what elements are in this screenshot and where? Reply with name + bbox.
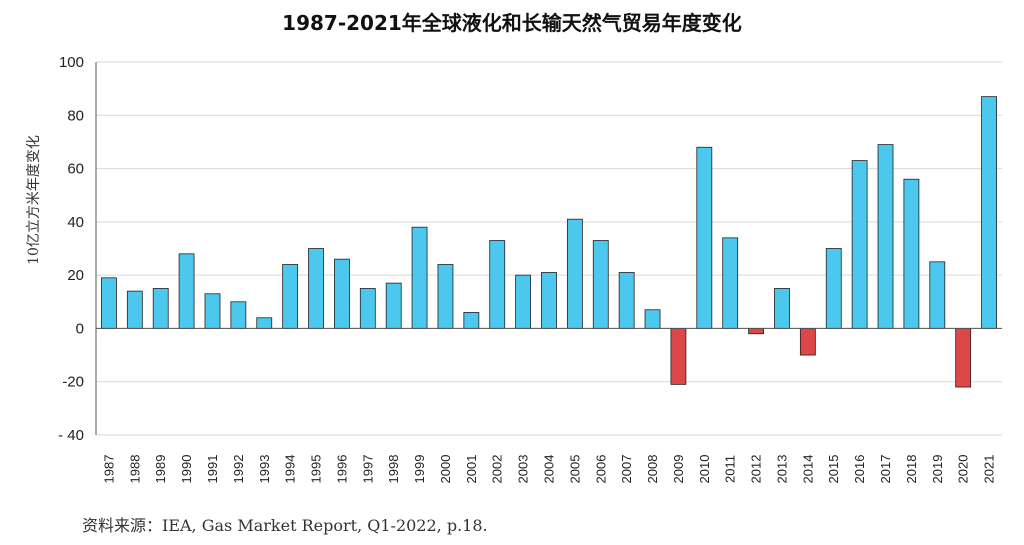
x-tick-label: 2009 [671, 455, 686, 484]
x-tick-labels: 1987 1988 1989 1990 1991 1992 1993 1994 1995 1996… [101, 455, 996, 484]
y-tick-label: -20 [62, 374, 84, 391]
bar [334, 258, 350, 329]
y-tick-label: 20 [67, 267, 84, 284]
axes [95, 62, 1002, 435]
x-tick-label: 2000 [438, 455, 453, 484]
x-tick-label: 2017 [878, 455, 893, 484]
bar [877, 144, 894, 329]
bar [152, 288, 169, 329]
bar [411, 226, 428, 329]
x-tick-label: 1999 [412, 455, 427, 484]
bar [851, 160, 868, 329]
bar [618, 272, 635, 329]
x-tick-label: 1998 [386, 455, 401, 484]
bar [799, 328, 816, 356]
y-tick-labels: - 40 -20 0 20 40 60 80 100 [58, 54, 84, 444]
bar [696, 146, 713, 329]
source-note: 资料来源：IEA, Gas Market Report, Q1-2022, p.… [82, 516, 488, 535]
y-tick-label: 60 [67, 161, 84, 178]
x-tick-label: 2003 [516, 455, 531, 484]
bar [385, 282, 402, 329]
bar [463, 312, 480, 329]
x-tick-label: 2013 [774, 455, 789, 484]
x-tick-label: 2002 [490, 455, 505, 484]
bar [359, 288, 376, 329]
x-tick-label: 2007 [619, 455, 634, 484]
x-tick-label: 1993 [257, 455, 272, 484]
x-tick-label: 2019 [930, 455, 945, 484]
y-tick-label: 0 [76, 320, 84, 337]
y-tick-label: 80 [67, 107, 84, 124]
bar [256, 317, 273, 329]
x-tick-label: 1996 [334, 455, 349, 484]
bar [101, 277, 117, 329]
bar [670, 328, 687, 385]
x-tick-label: 2010 [697, 455, 712, 484]
x-tick-label: 1994 [283, 455, 298, 484]
bar [722, 237, 739, 329]
bar [981, 96, 997, 329]
x-tick-label: 1990 [179, 455, 194, 484]
y-tick-label: 40 [67, 214, 84, 231]
bar [515, 274, 532, 329]
bar [748, 328, 764, 335]
bar [204, 293, 221, 329]
bar [308, 248, 324, 329]
x-tick-label: 2020 [956, 455, 971, 484]
bars [101, 96, 997, 388]
bar [825, 248, 842, 329]
bar [955, 328, 972, 388]
x-tick-label: 2005 [567, 455, 582, 484]
chart-title: 1987-2021年全球液化和长输天然气贸易年度变化 [282, 11, 742, 35]
y-tick-label: 100 [59, 54, 84, 71]
x-tick-label: 2021 [982, 455, 997, 484]
bar [592, 240, 609, 329]
x-tick-label: 2004 [542, 455, 557, 484]
bar [929, 261, 946, 329]
x-tick-label: 1987 [101, 455, 116, 484]
x-tick-label: 1995 [309, 455, 324, 484]
bar [437, 264, 454, 329]
x-tick-label: 1992 [231, 455, 246, 484]
bar [774, 288, 790, 329]
y-axis-label: 10亿立方米年度变化 [26, 135, 42, 265]
bar [644, 309, 661, 329]
bar [489, 240, 506, 329]
x-tick-label: 2012 [749, 455, 764, 484]
x-tick-label: 1989 [153, 455, 168, 484]
x-tick-label: 2001 [464, 455, 479, 484]
y-tick-label: - 40 [58, 427, 84, 444]
x-tick-label: 1997 [360, 455, 375, 484]
bar [178, 253, 195, 329]
x-tick-label: 2015 [826, 455, 841, 484]
x-tick-label: 1988 [127, 455, 142, 484]
bar [541, 272, 557, 329]
x-tick-label: 2011 [723, 455, 738, 483]
x-tick-label: 2008 [645, 455, 660, 484]
bar [230, 301, 247, 329]
x-tick-label: 2014 [800, 455, 815, 484]
bar [566, 218, 583, 329]
x-tick-label: 2006 [593, 455, 608, 484]
x-tick-label: 2018 [904, 455, 919, 484]
x-tick-label: 2016 [852, 455, 867, 484]
bar [282, 264, 299, 329]
bar [126, 290, 143, 329]
x-tick-label: 1991 [205, 455, 220, 484]
bar [903, 178, 920, 329]
